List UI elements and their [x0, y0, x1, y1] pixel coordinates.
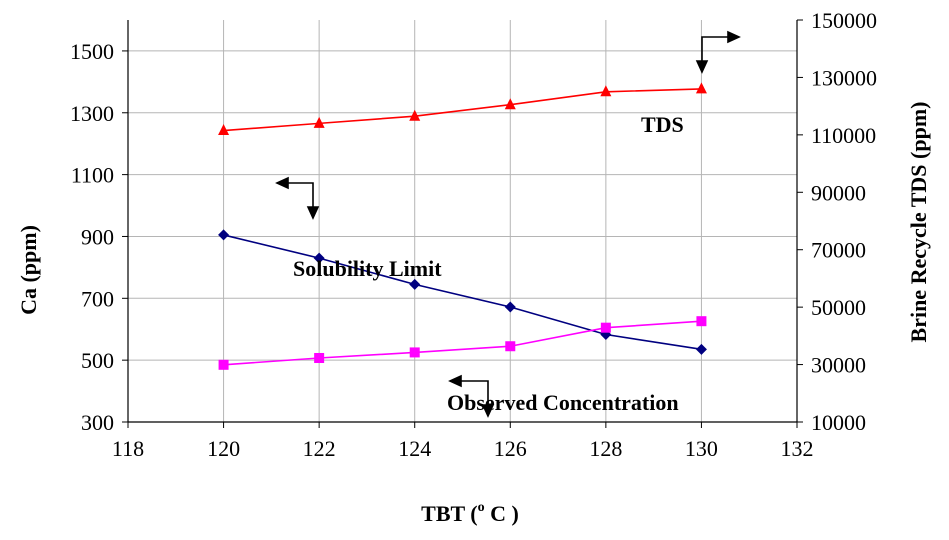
tds-point [504, 98, 516, 110]
annotation-labels: TDS Solubility Limit Observed Concentrat… [293, 112, 684, 415]
x-tick-label: 130 [685, 436, 718, 461]
y-left-tick-label: 900 [81, 224, 114, 249]
observed-arrow-icon [448, 374, 495, 418]
x-tick-labels: 118 120 122 124 126 128 130 132 [112, 436, 814, 461]
solubility-limit-point [504, 301, 516, 313]
tds-point [218, 124, 230, 136]
tds-point [409, 109, 421, 121]
y-right-tick-label: 130000 [811, 65, 877, 90]
y-right-tick-label: 30000 [811, 353, 866, 378]
y-left-tick-label: 1300 [70, 101, 114, 126]
y-left-tick-label: 1500 [70, 39, 114, 64]
x-tick-label: 132 [781, 436, 814, 461]
left-y-tick-labels: 300 500 700 900 1100 1300 1500 [70, 39, 114, 435]
x-axis-title-main: TBT ( [421, 501, 477, 526]
y-axis-left-title: Ca (ppm) [16, 225, 41, 315]
solubility-limit-line [223, 234, 702, 351]
solubility-annotation: Solubility Limit [293, 256, 442, 281]
tds-line [223, 88, 702, 132]
y-right-tick-label: 10000 [811, 410, 866, 435]
x-tick-label: 126 [494, 436, 527, 461]
y-right-tick-label: 110000 [811, 123, 876, 148]
x-axis-title-sup: o [478, 500, 485, 515]
x-axis-title: TBT (o C ) [421, 500, 519, 526]
y-left-tick-label: 300 [81, 410, 114, 435]
observed-concentration-point [600, 322, 611, 333]
observed-concentration-point [409, 347, 420, 358]
y-left-tick-label: 500 [81, 348, 114, 373]
observed-annotation: Observed Concentration [447, 390, 679, 415]
solubility-limit-point [695, 343, 707, 355]
observed-concentration-point [505, 341, 516, 352]
y-right-tick-label: 90000 [811, 180, 866, 205]
observed-concentration-point [696, 316, 707, 327]
annotation-arrows [275, 30, 741, 418]
observed-concentration-point [314, 352, 325, 363]
series-group [218, 82, 707, 370]
right-y-tick-labels: 10000 30000 50000 70000 90000 110000 130000 150… [811, 8, 877, 435]
x-tick-label: 122 [303, 436, 336, 461]
x-tick-label: 120 [207, 436, 240, 461]
y-left-tick-label: 700 [81, 286, 114, 311]
axes [122, 19, 803, 428]
solubility-arrow-icon [275, 176, 320, 220]
solubility-limit-point [409, 278, 421, 290]
y-right-tick-label: 50000 [811, 295, 866, 320]
solubility-limit-point [218, 229, 230, 241]
tds-point [600, 85, 612, 97]
y-right-tick-label: 70000 [811, 238, 866, 263]
y-axis-right-title: Brine Recycle TDS (ppm) [906, 102, 931, 343]
x-tick-label: 124 [398, 436, 431, 461]
x-tick-label: 128 [589, 436, 622, 461]
observed-concentration-line [223, 320, 702, 366]
tds-annotation: TDS [641, 112, 684, 137]
x-axis-title-unit: C ) [485, 501, 519, 526]
tds-point [313, 116, 325, 128]
solubility-limit-point [313, 252, 325, 264]
y-right-tick-label: 150000 [811, 8, 877, 33]
tds-point [695, 82, 707, 94]
observed-concentration-point [218, 359, 229, 370]
x-tick-label: 118 [112, 436, 144, 461]
tds-arrow-icon [695, 30, 741, 74]
y-left-tick-label: 1100 [71, 163, 114, 188]
